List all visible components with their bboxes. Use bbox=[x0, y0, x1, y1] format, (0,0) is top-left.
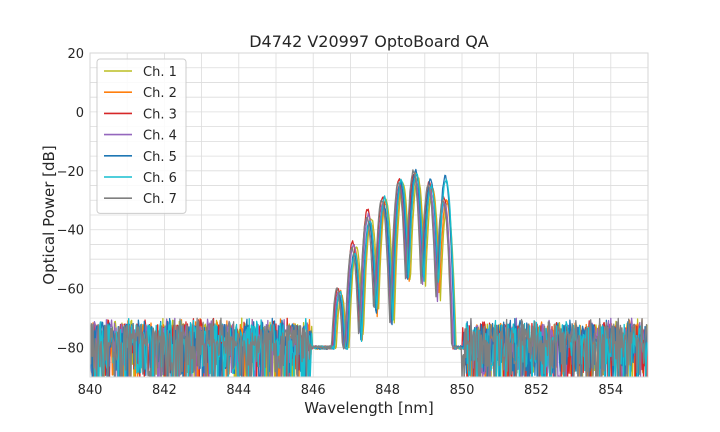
legend-label: Ch. 5 bbox=[143, 150, 177, 165]
x-tick-label: 846 bbox=[301, 383, 326, 398]
y-tick-label: −60 bbox=[57, 283, 84, 298]
plot-frame bbox=[89, 52, 649, 378]
y-tick-label: 20 bbox=[67, 47, 84, 62]
x-tick-label: 844 bbox=[226, 383, 251, 398]
x-tick-label: 854 bbox=[598, 383, 623, 398]
y-tick-label: −20 bbox=[57, 165, 84, 180]
x-tick-label: 840 bbox=[78, 383, 103, 398]
x-axis-label: Wavelength [nm] bbox=[304, 399, 434, 417]
y-tick-labels: 20 0 −20 −40 −60 −80 bbox=[57, 47, 84, 357]
series-lines bbox=[90, 168, 648, 377]
x-tick-label: 842 bbox=[152, 383, 177, 398]
chart-title: D4742 V20997 OptoBoard QA bbox=[249, 32, 489, 51]
legend-label: Ch. 6 bbox=[143, 171, 177, 186]
x-tick-labels: 840 842 844 846 848 850 852 854 bbox=[78, 383, 624, 398]
x-tick-label: 852 bbox=[524, 383, 549, 398]
y-axis-label: Optical Power [dB] bbox=[40, 145, 58, 284]
legend-label: Ch. 2 bbox=[143, 86, 177, 101]
y-tick-label: −40 bbox=[57, 224, 84, 239]
legend-label: Ch. 3 bbox=[143, 107, 177, 122]
series-line-ch-7 bbox=[90, 169, 648, 377]
x-tick-label: 848 bbox=[375, 383, 400, 398]
legend-label: Ch. 1 bbox=[143, 65, 177, 80]
y-tick-label: 0 bbox=[76, 106, 84, 121]
legend: Ch. 1 Ch. 2 Ch. 3 Ch. 4 Ch. 5 Ch. 6 Ch. 7 bbox=[96, 58, 187, 214]
legend-label: Ch. 4 bbox=[143, 129, 177, 144]
legend-frame bbox=[96, 58, 187, 214]
y-tick-label: −80 bbox=[57, 342, 84, 357]
legend-label: Ch. 7 bbox=[143, 192, 177, 207]
x-tick-label: 850 bbox=[450, 383, 475, 398]
